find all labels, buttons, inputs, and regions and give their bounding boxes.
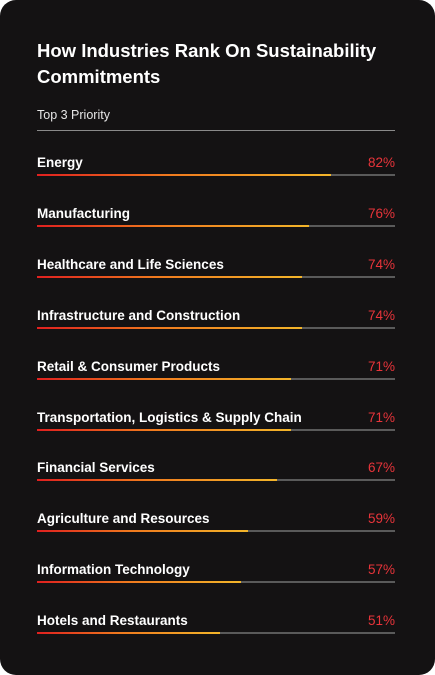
category-label: Information Technology [37,562,190,578]
bar-track [37,479,395,482]
bar-track [37,632,395,635]
bar [37,581,242,584]
bar-track [37,275,395,278]
category-label: Hotels and Restaurants [37,613,188,629]
bar-row: Healthcare and Life Sciences 74% [37,257,395,287]
bar [37,224,310,227]
bar-row: Information Technology 57% [37,562,395,592]
bar-row: Energy 82% [37,155,395,185]
bar-track [37,428,395,431]
bar-row: Infrastructure and Construction 74% [37,308,395,338]
category-label: Infrastructure and Construction [37,307,241,323]
bar-row: Transportation, Logistics & Supply Chain… [37,410,395,440]
value-label: 82% [367,155,395,170]
bar-track [37,224,395,227]
header-divider [37,130,395,131]
category-label: Energy [37,155,83,170]
value-label: 67% [367,460,395,476]
value-label: 59% [367,511,395,527]
chart-title: How Industries Rank On Sustainability Co… [37,40,377,87]
bar [37,479,277,482]
category-label: Retail & Consumer Products [37,358,221,374]
bar-row: Manufacturing 76% [37,206,395,236]
category-label: Agriculture and Resources [37,511,210,527]
bar [37,275,302,278]
value-label: 74% [367,256,395,272]
category-label: Transportation, Logistics & Supply Chain [37,409,302,425]
bar-track [37,581,395,584]
bar-row: Retail & Consumer Products 71% [37,359,395,389]
value-label: 76% [367,205,395,221]
bar-track [37,326,395,329]
bar-track [37,377,395,380]
value-label: 71% [367,358,395,374]
bar [37,632,220,635]
bar-row: Financial Services 67% [37,460,395,490]
bar [37,326,302,329]
bar-row: Hotels and Restaurants 51% [37,613,395,643]
bar [37,530,249,533]
bar [37,377,292,380]
category-label: Healthcare and Life Sciences [37,256,224,272]
bar-track [37,174,395,176]
bar [37,428,292,431]
value-label: 74% [367,307,395,323]
category-label: Financial Services [37,460,155,476]
chart-subtitle: Top 3 Priority [37,108,110,122]
bar [37,174,331,176]
category-label: Manufacturing [37,205,130,221]
value-label: 51% [367,613,395,629]
value-label: 71% [367,409,395,425]
bar-row: Agriculture and Resources 59% [37,511,395,541]
bar-track [37,530,395,533]
value-label: 57% [367,562,395,578]
